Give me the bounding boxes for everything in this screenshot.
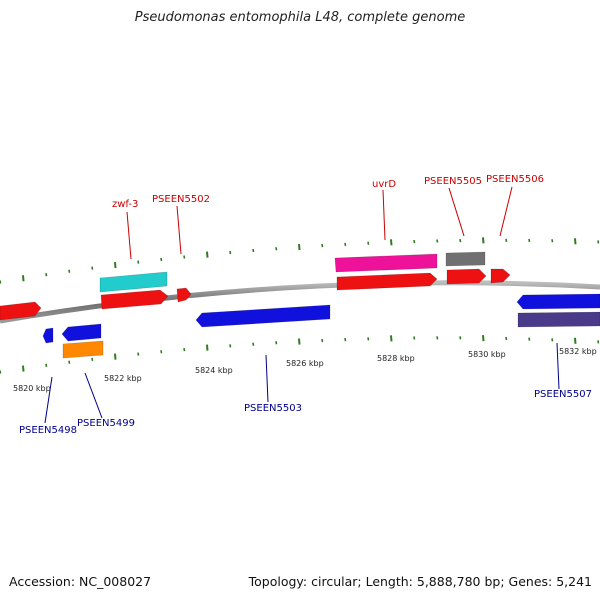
scale-tick <box>321 243 324 248</box>
gene-pseen5506[interactable] <box>490 268 511 284</box>
scale-tick <box>367 337 370 341</box>
scale-tick <box>551 239 554 243</box>
position-label: 5820 kbp <box>13 384 51 393</box>
position-label: 5824 kbp <box>195 366 233 375</box>
scale-tick <box>574 238 577 245</box>
scale-tick <box>0 280 2 284</box>
scale-ticks-reverse <box>0 335 600 374</box>
position-label: 5830 kbp <box>468 350 506 359</box>
scale-tick <box>22 275 25 282</box>
scale-tick <box>91 266 94 270</box>
gene-pseen5507[interactable] <box>516 293 600 310</box>
scale-tick <box>22 365 25 372</box>
gene-label-pseen5507[interactable]: PSEEN5507 <box>534 389 592 400</box>
gene-zwf-3-rna[interactable] <box>99 271 168 293</box>
scale-tick <box>597 240 600 244</box>
gene-pseen5503[interactable] <box>195 304 331 328</box>
scale-tick <box>413 239 416 244</box>
gene-label-pseen5498[interactable]: PSEEN5498 <box>19 425 77 436</box>
scale-tick <box>160 350 163 354</box>
gene-label-uvrd[interactable]: uvrD <box>372 179 396 190</box>
gene-features <box>0 251 600 359</box>
scale-tick <box>574 337 577 344</box>
scale-ticks-forward <box>0 237 600 284</box>
accession-text: Accession: NC_008027 <box>9 574 152 589</box>
scale-tick <box>114 353 117 360</box>
gene-pseen5499[interactable] <box>61 323 102 342</box>
scale-tick <box>229 250 232 255</box>
position-labels: 5820 kbp 5822 kbp 5824 kbp 5826 kbp 5828… <box>13 347 597 393</box>
scale-tick <box>459 336 462 340</box>
gene-label-pseen5505[interactable]: PSEEN5505 <box>424 176 482 187</box>
gene-pseen5499-orange[interactable] <box>62 340 104 359</box>
scale-tick <box>229 344 232 348</box>
scale-tick <box>45 363 48 367</box>
scale-tick <box>367 241 370 245</box>
scale-tick <box>551 338 554 342</box>
gene-left-red[interactable] <box>0 301 42 321</box>
scale-tick <box>390 239 393 246</box>
scale-tick <box>137 352 140 356</box>
scale-tick <box>114 261 117 269</box>
scale-tick <box>459 238 462 243</box>
gene-uvrd[interactable] <box>336 272 438 291</box>
scale-tick <box>344 337 347 342</box>
scale-tick <box>206 344 209 351</box>
scale-tick <box>505 336 508 341</box>
scale-tick <box>413 336 416 340</box>
scale-tick <box>206 251 209 258</box>
gene-pseen5502[interactable] <box>176 287 192 303</box>
scale-tick <box>68 360 71 364</box>
scale-tick <box>528 238 531 243</box>
scale-tick <box>436 336 439 340</box>
map-title: Pseudomonas entomophila L48, complete ge… <box>134 10 466 25</box>
gene-pseen5505[interactable] <box>446 268 487 285</box>
scale-tick <box>160 257 163 262</box>
scale-tick <box>298 243 301 251</box>
position-label: 5822 kbp <box>104 374 142 383</box>
scale-tick <box>528 337 531 341</box>
scale-tick <box>344 242 347 246</box>
scale-tick <box>597 340 600 344</box>
gene-label-zwf-3[interactable]: zwf-3 <box>112 199 138 210</box>
scale-tick <box>482 237 485 244</box>
scale-tick <box>275 247 278 251</box>
gene-pseen5505-grey[interactable] <box>445 251 486 267</box>
scale-tick <box>505 238 508 242</box>
gene-label-pseen5499[interactable]: PSEEN5499 <box>77 418 135 429</box>
gene-label-pseen5503[interactable]: PSEEN5503 <box>244 403 302 414</box>
scale-tick <box>183 255 186 259</box>
scale-tick <box>183 347 186 352</box>
gene-label-pseen5502[interactable]: PSEEN5502 <box>152 194 210 205</box>
gene-pseen5498[interactable] <box>42 327 54 344</box>
leader-lines <box>44 186 560 424</box>
scale-tick <box>436 239 439 243</box>
scale-tick <box>482 335 485 342</box>
scale-tick <box>252 342 255 346</box>
genome-summary-text: Topology: circular; Length: 5,888,780 bp… <box>248 574 592 589</box>
position-label: 5832 kbp <box>559 347 597 356</box>
gene-pseen5507-purple[interactable] <box>517 311 600 328</box>
gene-label-pseen5506[interactable]: PSEEN5506 <box>486 174 544 185</box>
scale-tick <box>275 341 278 345</box>
scale-tick <box>252 248 255 253</box>
scale-tick <box>390 335 393 342</box>
scale-tick <box>298 338 301 345</box>
scale-tick <box>321 338 324 343</box>
scale-tick <box>137 260 140 264</box>
position-label: 5828 kbp <box>377 354 415 363</box>
position-label: 5826 kbp <box>286 359 324 368</box>
scale-tick <box>0 370 2 374</box>
gene-uvrd-pink[interactable] <box>334 253 438 273</box>
gene-labels: zwf-3 PSEEN5502 uvrD PSEEN5505 PSEEN5506… <box>19 174 592 436</box>
scale-tick <box>91 357 94 361</box>
scale-tick <box>45 273 48 277</box>
scale-tick <box>68 269 71 273</box>
genome-backbone <box>0 280 600 324</box>
gene-zwf-3[interactable] <box>100 289 169 310</box>
